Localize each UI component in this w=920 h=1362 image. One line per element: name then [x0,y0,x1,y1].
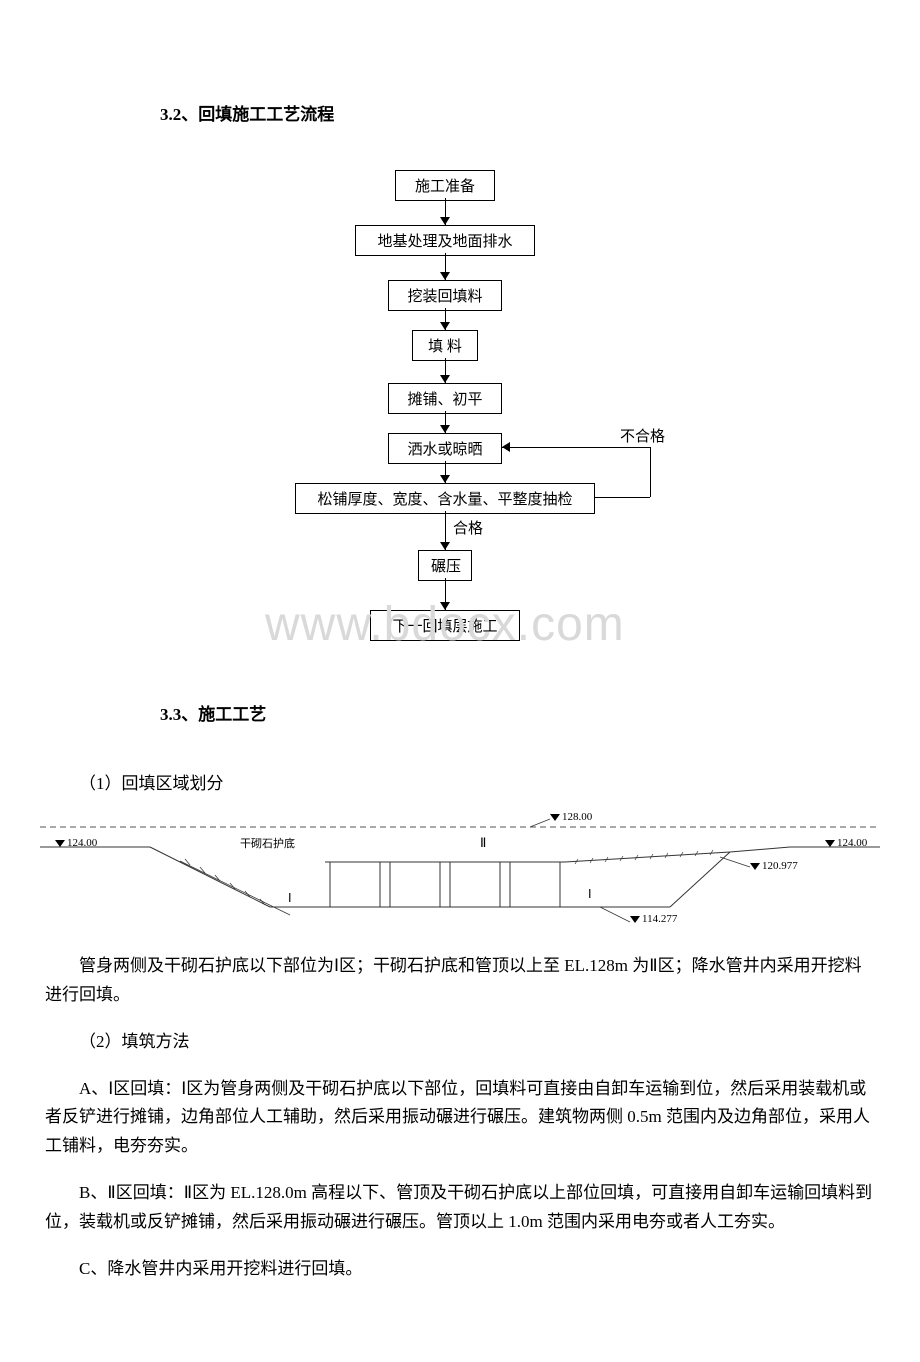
paragraph-zone-desc: 管身两侧及干砌石护底以下部位为Ⅰ区；干砌石护底和管顶以上至 EL.128m 为Ⅱ… [45,952,875,1010]
watermark-text: www.bdocx.com [265,597,625,652]
flow-node-n3: 挖装回填料 [388,280,502,311]
cs-label-left-el: 124.00 [55,837,97,849]
flow-node-n6: 洒水或晾晒 [388,433,502,464]
flow-label-fail: 不合格 [620,425,665,446]
flow-node-n2: 地基处理及地面排水 [355,225,535,256]
cs-label-top: 128.00 [550,811,592,823]
flow-node-n7: 松铺厚度、宽度、含水量、平整度抽检 [295,483,595,514]
section-3-3-heading: 3.3、施工工艺 [160,700,890,725]
paragraph-zone2-fill: B、Ⅱ区回填：Ⅱ区为 EL.128.0m 高程以下、管顶及干砌石护底以上部位回填… [45,1179,875,1237]
flowchart-container: 施工准备地基处理及地面排水挖装回填料填 料摊铺、初平洒水或晾晒松铺厚度、宽度、含… [190,170,730,650]
cross-section-diagram: 128.00 124.00 124.00 120.977 114.277 干砌石… [30,817,890,927]
cs-label-bottom: 114.277 [630,913,677,925]
cs-label-zone1-left: Ⅰ [288,891,292,906]
cross-section-svg [30,817,890,927]
paragraph-fill-method-heading: （2）填筑方法 [45,1028,875,1057]
flow-node-n4: 填 料 [412,330,478,361]
flow-node-n5: 摊铺、初平 [388,383,502,414]
flow-node-n8: 碾压 [418,550,472,581]
paragraph-zone1-fill: A、Ⅰ区回填：Ⅰ区为管身两侧及干砌石护底以下部位，回填料可直接由自卸车运输到位，… [45,1075,875,1162]
cs-label-slope: 干砌石护底 [240,835,295,851]
flow-node-n1: 施工准备 [395,170,495,201]
cs-label-zone2: Ⅱ [480,835,486,851]
paragraph-3-3-1: （1）回填区域划分 [45,770,875,799]
paragraph-well-fill: C、降水管井内采用开挖料进行回填。 [45,1255,875,1284]
cs-label-right-inner: 120.977 [750,860,798,872]
section-3-2-heading: 3.2、回填施工工艺流程 [160,100,890,125]
cs-label-zone1-right: Ⅰ [588,887,592,902]
cs-label-right-el: 124.00 [825,837,867,849]
flow-label-pass: 合格 [453,517,483,538]
